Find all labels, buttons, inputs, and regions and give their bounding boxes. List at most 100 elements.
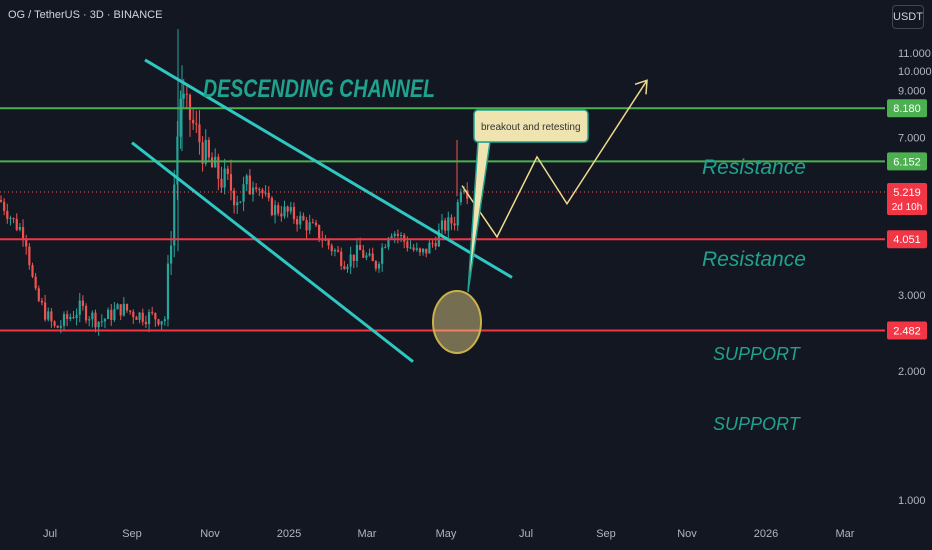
resistance-upper-label: Resistance [702, 156, 806, 179]
candle-body [270, 197, 273, 216]
channel-upper-line[interactable] [144, 58, 513, 279]
candle-body [349, 254, 352, 267]
candle-body [447, 217, 450, 231]
candle-body [318, 224, 321, 240]
candle-body [21, 227, 25, 239]
candle-body [18, 227, 21, 230]
candle-body [116, 304, 119, 310]
candle-body [204, 139, 207, 164]
candle-body [305, 220, 308, 231]
candle-body [453, 223, 456, 226]
candle-body [223, 168, 226, 188]
candle-body [340, 251, 343, 267]
candle-body [3, 201, 6, 211]
candle-body [444, 220, 447, 231]
candle-body [217, 156, 220, 179]
candle-body [277, 205, 280, 214]
x-tick-label: Mar [358, 528, 377, 540]
chart-title: OG / TetherUS · 3D · BINANCE [8, 9, 163, 21]
candle-body [255, 187, 258, 190]
projection-arrowhead [634, 79, 648, 95]
candle-body [103, 318, 107, 322]
candle-body [359, 245, 362, 251]
candle-body [393, 233, 396, 237]
candle-body [258, 189, 261, 191]
price-tag [887, 321, 927, 340]
currency-unit-button[interactable]: USDT [892, 5, 924, 29]
candle-body [459, 192, 462, 203]
candle-body [179, 98, 182, 137]
candle-body [422, 248, 425, 253]
candle-body [311, 222, 314, 224]
candle-body [157, 319, 160, 325]
candle-body [248, 175, 251, 195]
candle-body [185, 93, 188, 95]
candle-body [129, 310, 132, 312]
y-tick-label: 1.000 [898, 495, 926, 507]
candle-body [201, 142, 204, 164]
x-tick-label: 2026 [754, 528, 778, 540]
candle-body [428, 242, 431, 254]
candle-body [138, 312, 141, 320]
x-tick-label: Mar [836, 528, 855, 540]
candle-body [415, 248, 418, 250]
x-tick-label: Jul [43, 528, 57, 540]
candle-body [94, 312, 97, 328]
candle-body [355, 245, 359, 261]
candle-body [192, 119, 195, 124]
candle-body [207, 139, 210, 158]
candle-body [34, 276, 37, 289]
candle-body [352, 254, 355, 261]
retest-highlight-ellipse[interactable] [432, 290, 482, 354]
candle-body [125, 303, 129, 311]
candle-body [261, 189, 264, 194]
candle-body [239, 201, 242, 203]
annotations: DESCENDING CHANNEL Resistance Resistance… [203, 75, 806, 434]
candle-body [47, 311, 50, 320]
candle-body [9, 218, 12, 220]
projection-path [432, 79, 648, 354]
candle-body [66, 314, 69, 319]
price-tag-value: 6.152 [893, 156, 921, 168]
candle-body [333, 250, 336, 252]
candle-body [462, 190, 466, 193]
candle-body [69, 317, 72, 319]
projection-zigzag[interactable] [461, 79, 648, 239]
y-tick-label: 2.000 [898, 366, 926, 378]
x-axis[interactable]: Jul Sep Nov 2025 Mar May Jul Sep Nov 2026 Mar [43, 528, 855, 540]
candle-body [37, 288, 40, 301]
candle-body [119, 304, 122, 316]
price-tag [887, 99, 927, 118]
candle-body [286, 206, 289, 212]
candle-body [399, 235, 403, 237]
y-tick-label: 10.000 [898, 66, 932, 78]
candle-body [280, 213, 283, 217]
candle-body [251, 187, 255, 195]
candle-body [100, 321, 103, 323]
candle-body [25, 238, 28, 247]
candle-body [163, 319, 166, 322]
candle-body [273, 205, 277, 216]
candle-body [437, 229, 440, 247]
y-tick-label: 9.000 [898, 85, 926, 97]
pattern-label: DESCENDING CHANNEL [203, 75, 435, 103]
descending-channel-lines [131, 58, 513, 363]
candle-body [233, 190, 236, 206]
y-tick-label: 11.000 [898, 48, 931, 60]
candle-body [220, 178, 223, 188]
candle-body [381, 247, 384, 264]
candle-body [15, 218, 18, 230]
callout-box [473, 109, 589, 143]
candle-body [390, 236, 393, 239]
horizontal-levels [0, 107, 885, 332]
candle-body [299, 215, 302, 225]
candle-body [6, 210, 9, 219]
candle-body [91, 312, 94, 320]
price-tag [887, 182, 927, 215]
candle-body [384, 247, 387, 249]
candle-body [267, 192, 270, 198]
channel-lower-line[interactable] [131, 141, 414, 363]
candle-body [450, 217, 453, 224]
price-tag [887, 152, 927, 171]
